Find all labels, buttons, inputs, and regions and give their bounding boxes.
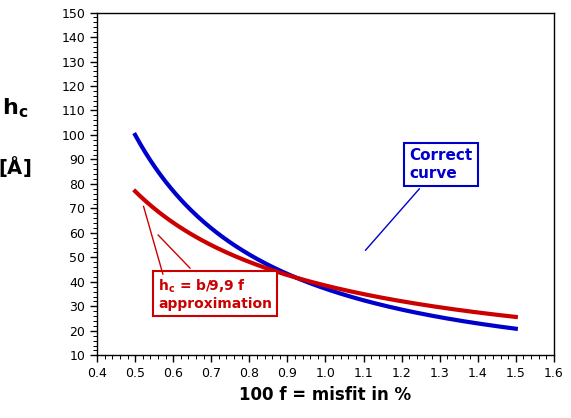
X-axis label: 100 f = misfit in %: 100 f = misfit in %: [239, 386, 412, 404]
Text: $\mathbf{[\AA]}$: $\mathbf{[\AA]}$: [0, 154, 31, 179]
Text: Correct
curve: Correct curve: [365, 148, 472, 250]
Text: $\mathbf{h_c}$ = b/9,9 f
approximation: $\mathbf{h_c}$ = b/9,9 f approximation: [158, 235, 272, 311]
Text: $\mathbf{h_c}$: $\mathbf{h_c}$: [2, 97, 28, 120]
